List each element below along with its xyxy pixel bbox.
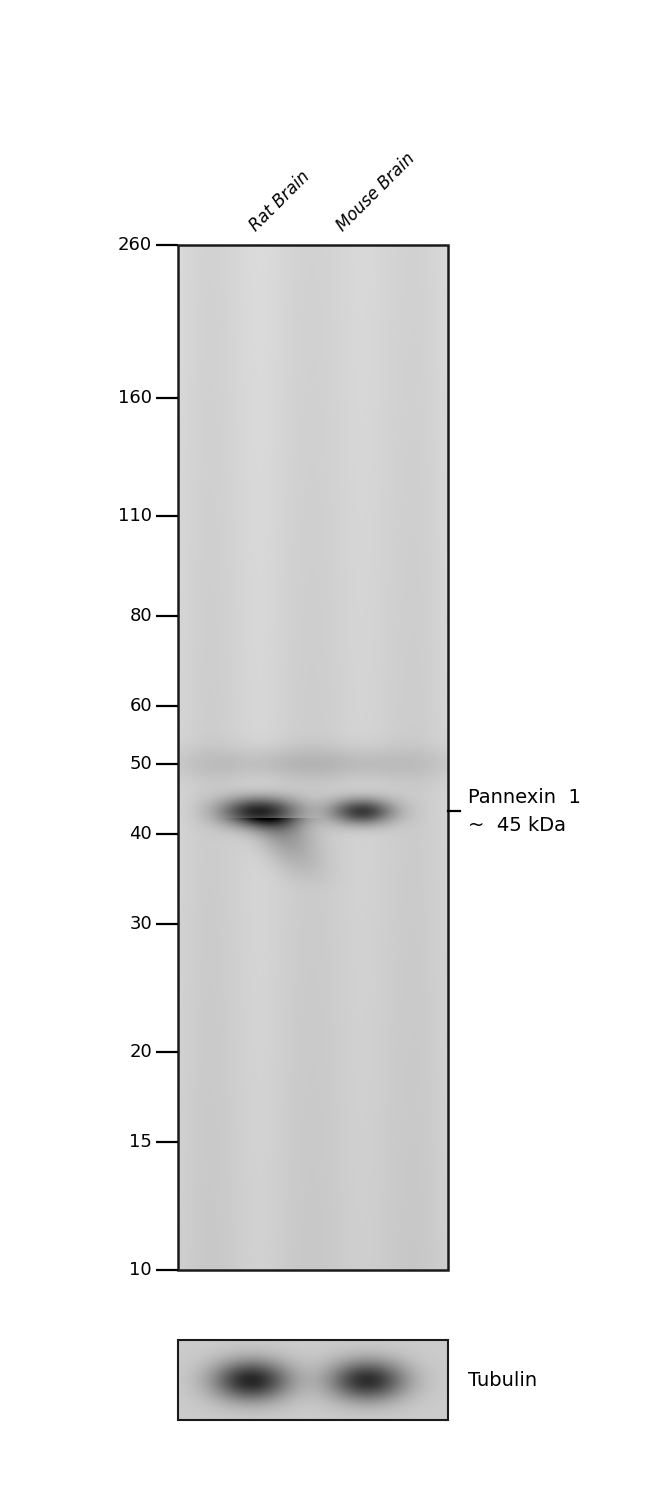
Text: 260: 260 (118, 236, 152, 254)
Text: ~  45 kDa: ~ 45 kDa (468, 815, 566, 835)
Text: 20: 20 (129, 1042, 152, 1060)
Text: 60: 60 (129, 698, 152, 716)
Text: Tubulin: Tubulin (468, 1370, 537, 1390)
Bar (178, 245, 448, 1269)
Bar (178, 1340, 448, 1420)
Text: Rat Brain: Rat Brain (246, 168, 313, 235)
Text: Mouse Brain: Mouse Brain (333, 149, 418, 235)
Text: 50: 50 (129, 755, 152, 773)
Text: 80: 80 (129, 606, 152, 624)
Text: 15: 15 (129, 1134, 152, 1152)
Text: 10: 10 (129, 1260, 152, 1278)
Text: 40: 40 (129, 824, 152, 842)
Text: Pannexin  1: Pannexin 1 (468, 788, 581, 806)
Text: 160: 160 (118, 388, 152, 406)
Text: 30: 30 (129, 916, 152, 934)
Text: 110: 110 (118, 507, 152, 525)
